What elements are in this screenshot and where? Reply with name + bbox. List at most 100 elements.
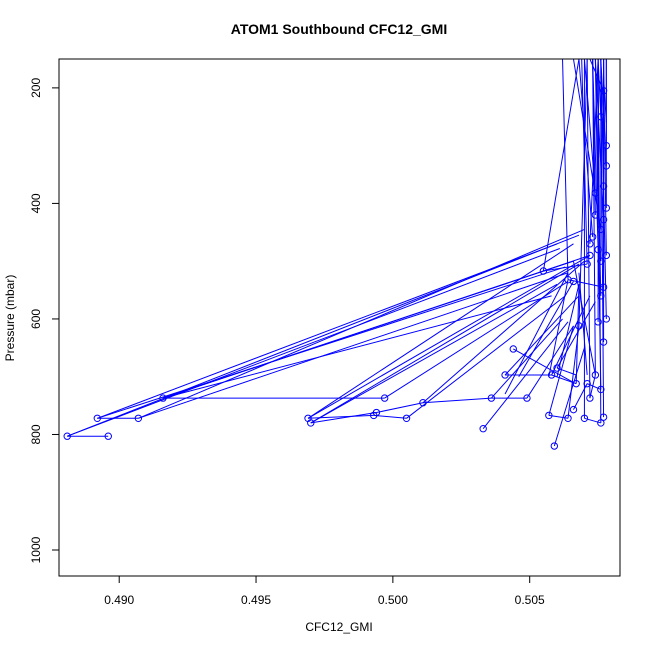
series-line-segment	[600, 59, 605, 418]
x-axis-label: CFC12_GMI	[305, 620, 372, 634]
y-tick-label: 200	[29, 78, 43, 98]
series-line-segment	[548, 325, 574, 416]
series-line-segment	[578, 272, 588, 376]
data-point	[307, 419, 315, 427]
series-line-segment	[594, 59, 602, 390]
data-point	[597, 257, 605, 265]
data-point	[599, 182, 608, 190]
data-point	[550, 442, 559, 450]
series-line-segment	[573, 383, 588, 410]
data-point	[583, 260, 591, 268]
series-line-segment	[542, 59, 580, 272]
y-axis: 200 400 600 800 1000	[29, 78, 59, 563]
data-point	[539, 267, 548, 275]
series-line-segment	[548, 279, 569, 377]
x-tick-label: 0.490	[104, 593, 134, 607]
data-point	[501, 371, 509, 379]
data-point	[479, 424, 487, 433]
series-line-segment	[406, 295, 566, 419]
series-line-segment	[422, 397, 492, 404]
data-point	[588, 233, 597, 241]
series-line-segment	[556, 301, 596, 369]
data-point	[583, 379, 591, 388]
series-line-segment	[572, 261, 596, 376]
data-point	[602, 315, 611, 323]
series-line-segment	[562, 59, 569, 280]
data-point	[104, 432, 112, 440]
data-point	[591, 189, 600, 197]
series-line-segment	[603, 76, 607, 123]
data-point	[419, 399, 427, 407]
data-point	[580, 414, 589, 423]
series-line-segment	[553, 347, 585, 447]
series-line-segment	[310, 263, 580, 424]
data-point	[597, 419, 605, 427]
series-line-segment	[310, 412, 377, 424]
series-line-segment	[162, 295, 552, 399]
x-axis: 0.490 0.495 0.500 0.505	[104, 576, 545, 607]
series-line-segment	[518, 281, 574, 377]
series-line-segment	[586, 383, 602, 390]
data-point	[553, 364, 561, 372]
data-point	[569, 277, 578, 286]
series-line-segment	[97, 266, 566, 419]
data-point	[509, 345, 517, 353]
y-tick-label: 800	[29, 424, 43, 444]
plot-frame	[58, 58, 621, 577]
series-line-segment	[567, 279, 604, 288]
series-line-segment	[504, 272, 569, 395]
series-line-segment	[67, 234, 580, 437]
y-tick-label: 400	[29, 193, 43, 213]
y-tick-label: 600	[29, 309, 43, 329]
data-point	[591, 211, 600, 219]
series-line-segment	[513, 348, 574, 383]
series-line-segment	[491, 318, 563, 399]
series-line-segment	[589, 374, 596, 399]
series-line-segment	[384, 280, 569, 399]
series-line-segment	[67, 248, 560, 437]
data-point	[594, 318, 602, 326]
data-point	[597, 113, 605, 121]
data-point	[599, 413, 608, 421]
data-point	[586, 240, 594, 248]
data-point	[523, 394, 531, 402]
series-line-segment	[422, 260, 585, 404]
x-tick-label: 0.500	[378, 593, 408, 607]
series-line-segment	[556, 284, 580, 377]
data-point	[599, 215, 608, 224]
data-point	[487, 394, 496, 402]
data-point	[602, 251, 611, 260]
series-line-segment	[308, 414, 374, 419]
data-point	[134, 414, 143, 423]
y-axis-label: Pressure (mbar)	[3, 275, 17, 362]
data-point	[545, 411, 553, 420]
data-point	[575, 322, 583, 330]
data-point	[586, 394, 594, 402]
data-point	[547, 371, 556, 379]
data-point	[564, 414, 572, 423]
data-point	[159, 394, 167, 402]
data-point	[597, 385, 605, 394]
data-point	[370, 411, 378, 420]
data-point	[569, 405, 578, 414]
x-tick-label: 0.495	[241, 593, 271, 607]
data-point	[63, 432, 71, 440]
series-line-segment	[138, 272, 569, 419]
y-tick-label: 1000	[29, 536, 43, 563]
data-point	[602, 141, 611, 150]
data-point	[602, 204, 611, 212]
data-point	[599, 87, 608, 95]
series-line-segment	[310, 283, 558, 424]
data-point	[380, 394, 389, 402]
data-point	[572, 379, 580, 388]
data-point	[93, 414, 102, 423]
series-line-segment	[307, 243, 574, 419]
x-tick-label: 0.505	[515, 593, 545, 607]
data-point	[591, 371, 600, 379]
data-point	[599, 338, 608, 346]
series-line-segment	[373, 414, 407, 419]
series-line-segment	[551, 295, 591, 376]
data-point	[594, 245, 602, 254]
series-line-segment	[578, 59, 588, 326]
